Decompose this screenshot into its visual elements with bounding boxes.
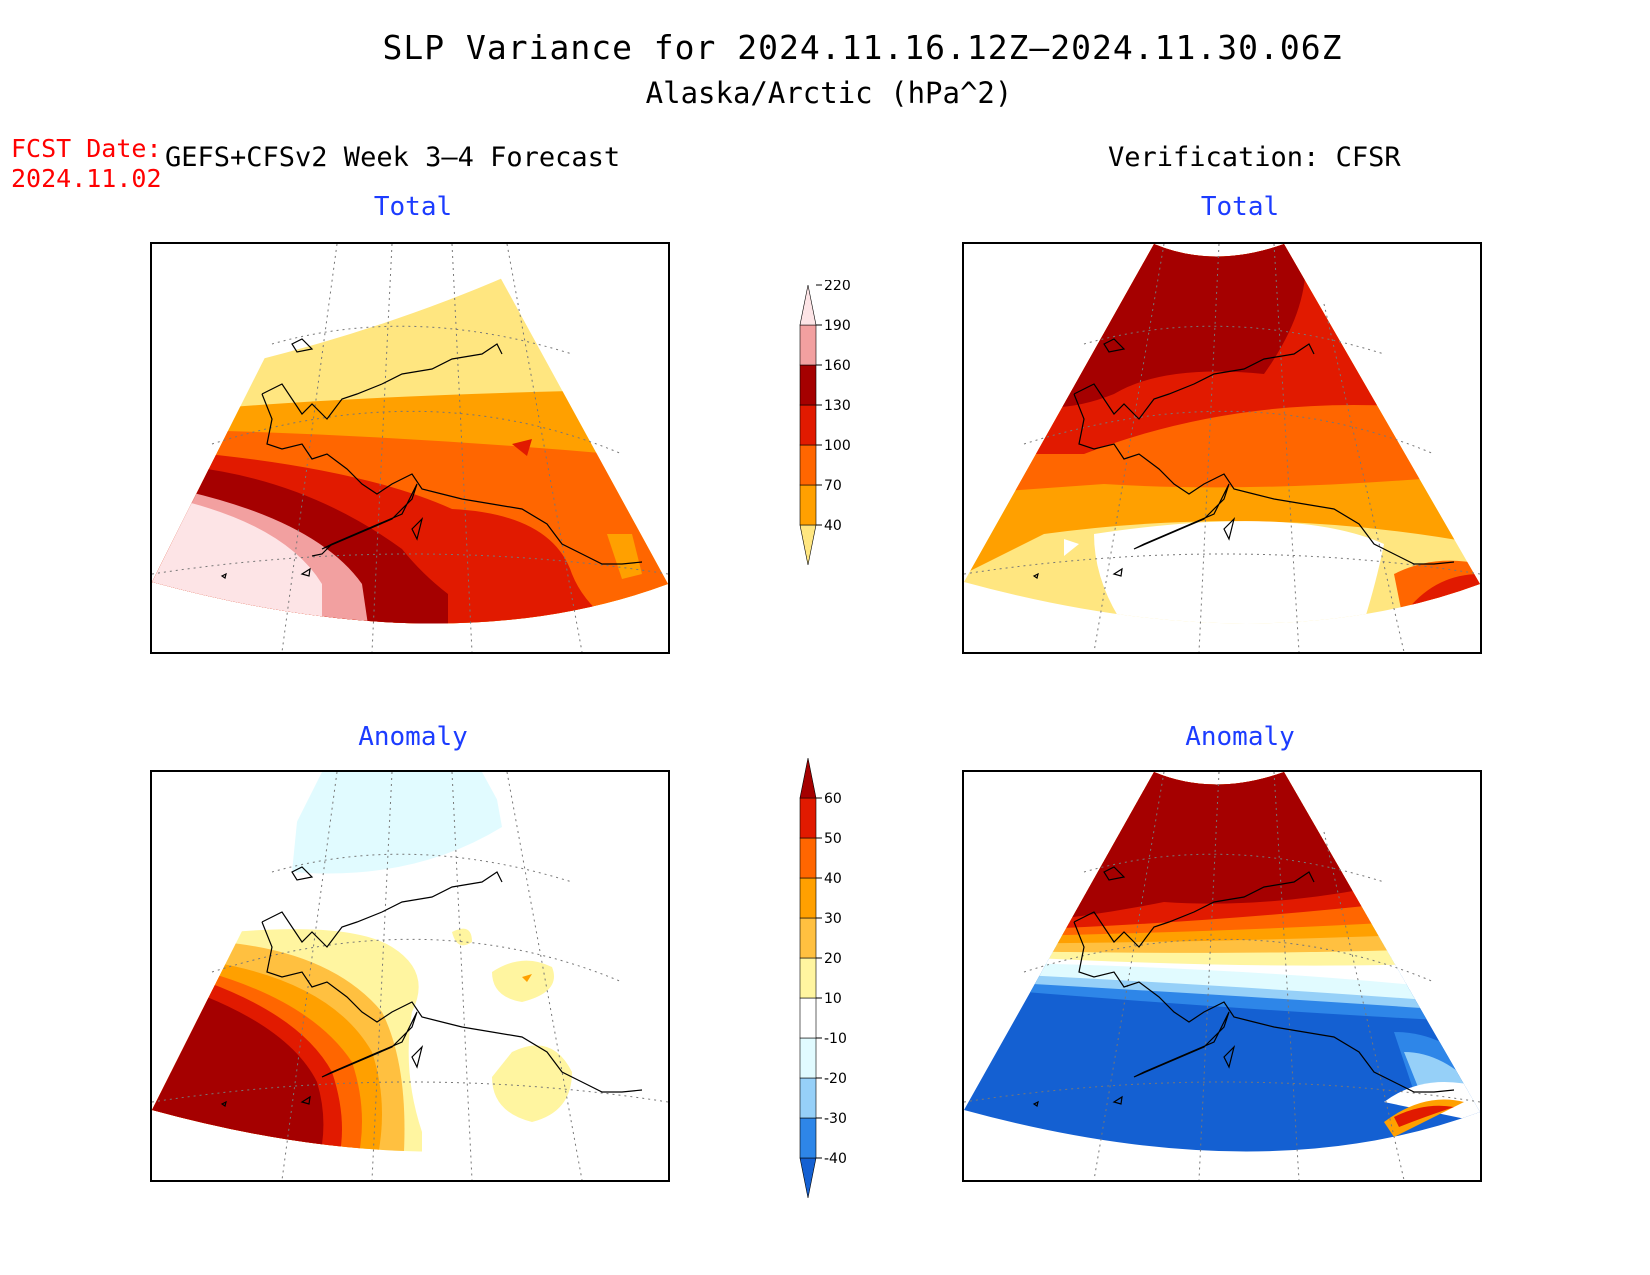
colorbar-segment bbox=[799, 284, 817, 326]
colorbar-label: 130 bbox=[824, 398, 851, 414]
verification-header: Verification: CFSR bbox=[1108, 142, 1401, 173]
colorbar-segment bbox=[799, 757, 817, 799]
map-forecast-total bbox=[150, 242, 670, 654]
colorbar-segment bbox=[799, 877, 817, 919]
colorbar-label: 30 bbox=[824, 911, 842, 927]
colorbar-segment bbox=[799, 1037, 817, 1079]
forecast-header: GEFS+CFSv2 Week 3–4 Forecast bbox=[165, 142, 621, 173]
colorbar-segment bbox=[799, 524, 817, 566]
colorbar-segment bbox=[799, 404, 817, 446]
panel-title-verification-total: Total bbox=[1200, 192, 1280, 222]
colorbar-segment bbox=[799, 997, 817, 1039]
figure-subtitle: Alaska/Arctic (hPa^2) bbox=[645, 76, 1013, 110]
colorbar-label: -10 bbox=[824, 1031, 847, 1047]
panel-title-verification-anomaly: Anomaly bbox=[1185, 722, 1295, 752]
colorbar-segment bbox=[799, 444, 817, 486]
figure-title: SLP Variance for 2024.11.16.12Z–2024.11.… bbox=[382, 28, 1343, 67]
colorbar-segment bbox=[799, 364, 817, 406]
colorbar-label: 40 bbox=[824, 871, 842, 887]
panel-title-forecast-total: Total bbox=[373, 192, 453, 222]
colorbar-segment bbox=[799, 797, 817, 839]
colorbar-segment bbox=[799, 837, 817, 879]
colorbar-segment bbox=[799, 484, 817, 526]
colorbar-label: 220 bbox=[824, 280, 851, 294]
colorbar-label: 60 bbox=[824, 791, 842, 807]
fcst-date-label: FCST Date: bbox=[11, 134, 162, 163]
colorbar-segment bbox=[799, 957, 817, 999]
colorbar-label: -40 bbox=[824, 1151, 847, 1167]
colorbar-label: -20 bbox=[824, 1071, 847, 1087]
colorbar-label: -30 bbox=[824, 1111, 847, 1127]
colorbar-label: 100 bbox=[824, 438, 851, 454]
colorbar-segment bbox=[799, 917, 817, 959]
colorbar-label: 20 bbox=[824, 951, 842, 967]
colorbar-label: 160 bbox=[824, 358, 851, 374]
anomaly-colorbar: -40 -30 -20 -10 10 20 30 40 50 60 bbox=[799, 757, 847, 1199]
map-forecast-anomaly bbox=[150, 770, 670, 1182]
colorbar-segment bbox=[799, 1117, 817, 1159]
colorbar-segment bbox=[799, 324, 817, 366]
colorbar-label: 10 bbox=[824, 991, 842, 1007]
map-verification-anomaly bbox=[962, 770, 1482, 1182]
colorbar-label: 50 bbox=[824, 831, 842, 847]
colorbar-segment bbox=[799, 1157, 817, 1199]
map-verification-total bbox=[962, 242, 1482, 654]
panel-title-forecast-anomaly: Anomaly bbox=[358, 722, 468, 752]
colorbar-segment bbox=[799, 1077, 817, 1119]
fcst-date: FCST Date: 2024.11.02 bbox=[11, 134, 162, 194]
fcst-date-value: 2024.11.02 bbox=[11, 164, 162, 193]
colorbar-label: 70 bbox=[824, 478, 842, 494]
colorbar-label: 40 bbox=[824, 518, 842, 534]
total-colorbar: 40 70 100 130 160 190 220 bbox=[799, 280, 851, 566]
colorbar-label: 190 bbox=[824, 318, 851, 334]
